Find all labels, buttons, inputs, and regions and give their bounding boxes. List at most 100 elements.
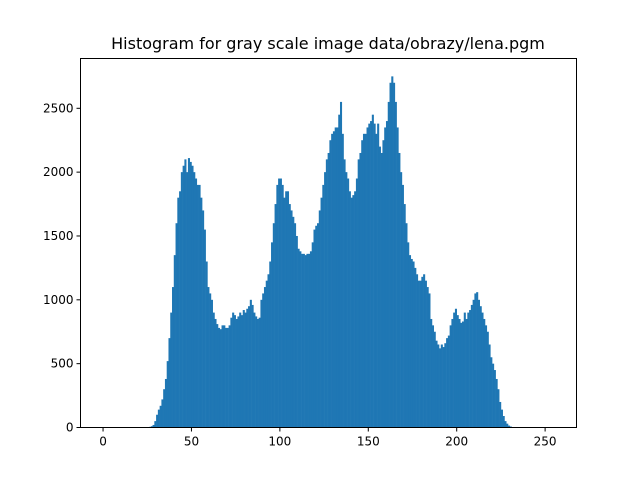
histogram-bar — [279, 178, 282, 428]
histogram-bar — [416, 274, 419, 428]
histogram-bar — [474, 293, 477, 428]
histogram-bar — [209, 293, 212, 428]
histogram-bar — [217, 327, 221, 428]
histogram-bar — [403, 204, 406, 428]
histogram-bar — [240, 315, 244, 428]
histogram-bar — [391, 76, 394, 428]
histogram-bar — [288, 204, 291, 428]
histogram-bar — [339, 101, 343, 428]
histogram-bar — [433, 331, 436, 428]
histogram-bar — [493, 370, 496, 428]
histogram-bar — [462, 321, 465, 428]
histogram-bar — [421, 276, 424, 428]
histogram-bar — [195, 178, 198, 428]
histogram-bar — [467, 312, 470, 428]
histogram-bar — [343, 159, 346, 428]
histogram-bar — [175, 223, 178, 428]
histogram-bar — [235, 318, 238, 428]
histogram-bar — [182, 165, 185, 428]
histogram-bar — [233, 315, 236, 428]
histogram-bar — [345, 172, 348, 428]
histogram-bar — [198, 184, 201, 428]
histogram-bar — [378, 146, 381, 428]
histogram-bar — [377, 123, 380, 428]
histogram-bar — [336, 127, 339, 428]
histogram-bar — [394, 101, 397, 428]
histogram-bar — [442, 347, 445, 428]
histogram-bar — [249, 299, 252, 428]
histogram-bar — [453, 312, 456, 428]
histogram-bar — [210, 299, 213, 428]
histogram-bar — [380, 152, 383, 428]
x-tick-label: 150 — [357, 435, 380, 449]
histogram-bar — [260, 299, 263, 428]
histogram-bar — [271, 242, 274, 428]
histogram-bar — [355, 178, 358, 428]
histogram-bar — [428, 293, 431, 428]
x-tick-label: 250 — [534, 435, 557, 449]
histogram-bar — [426, 287, 429, 428]
histogram-bar — [161, 399, 164, 428]
x-tick-label: 0 — [99, 435, 107, 449]
histogram-bar — [398, 152, 401, 428]
histogram-bar — [187, 158, 190, 428]
y-tick-label: 1500 — [43, 229, 74, 243]
histogram-bars — [147, 76, 516, 428]
histogram-bar — [451, 318, 454, 428]
histogram-bar — [152, 424, 155, 428]
histogram-bar — [202, 210, 205, 428]
histogram-bar — [179, 191, 182, 428]
histogram-bar — [492, 363, 495, 428]
histogram-bar — [400, 172, 403, 428]
histogram-bar — [371, 114, 374, 428]
histogram-bar — [408, 255, 412, 428]
histogram-bar — [164, 378, 167, 428]
histogram-bar — [359, 152, 362, 428]
histogram-bar — [407, 242, 410, 428]
histogram-bar — [294, 223, 297, 428]
y-tick-label: 2000 — [43, 165, 74, 179]
histogram-bar — [267, 274, 270, 428]
histogram-bar — [447, 335, 450, 428]
histogram-bar — [320, 197, 323, 428]
histogram-bar — [332, 131, 335, 428]
histogram-bar — [278, 178, 281, 428]
histogram-bar — [290, 210, 293, 428]
histogram-bar — [354, 191, 357, 428]
histogram-bar — [414, 267, 417, 428]
histogram-bar — [465, 318, 468, 428]
histogram-bar — [297, 248, 300, 428]
y-tick-label: 1000 — [43, 293, 74, 307]
histogram-bar — [274, 204, 277, 428]
histogram-bar — [193, 172, 196, 428]
histogram-bar — [246, 308, 249, 428]
histogram-bar — [440, 344, 443, 428]
histogram-bar — [435, 340, 438, 428]
histogram-bar — [393, 82, 396, 428]
histogram-bar — [439, 348, 442, 428]
histogram-bar — [315, 225, 318, 428]
histogram-bar — [318, 210, 321, 428]
histogram-bar — [286, 191, 290, 428]
histogram-bar — [258, 317, 261, 428]
histogram-bar — [295, 235, 298, 428]
histogram-bar — [507, 425, 511, 428]
histogram-bar — [417, 280, 420, 428]
histogram-bar — [163, 389, 166, 428]
histogram-bar — [477, 299, 480, 428]
histogram-bar — [449, 325, 452, 428]
histogram-bar — [325, 159, 328, 428]
histogram-bar — [509, 426, 512, 428]
histogram-bar — [216, 324, 219, 428]
histogram-bar — [431, 325, 435, 428]
histogram-bar — [219, 329, 222, 428]
histogram-bar — [484, 325, 488, 428]
histogram-bar — [191, 165, 194, 428]
histogram-bar — [308, 253, 311, 428]
histogram-bar — [331, 133, 334, 428]
histogram-bar — [317, 223, 320, 428]
histogram-bar — [172, 287, 175, 428]
histogram-bar — [223, 325, 226, 428]
histogram-bar — [189, 161, 192, 428]
